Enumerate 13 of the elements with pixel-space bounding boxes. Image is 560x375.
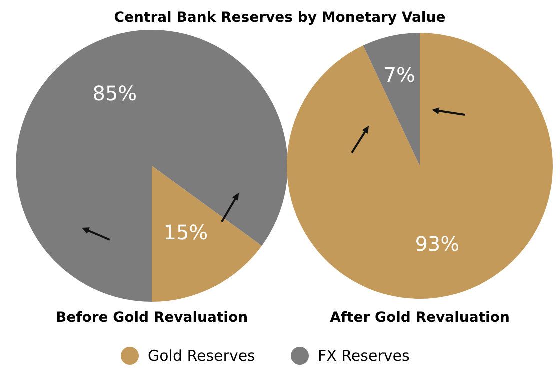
legend-label: Gold Reserves <box>148 347 256 365</box>
pie-slice <box>287 33 553 299</box>
pie-slice <box>363 33 420 166</box>
data-label: 7% <box>384 63 416 88</box>
data-label: 15% <box>164 220 208 245</box>
pie-slice <box>16 30 288 302</box>
text: Before Gold Revaluation <box>56 310 248 326</box>
text: After Gold Revaluation <box>330 310 510 326</box>
chart-title: Central Bank Reserves by Monetary Value <box>114 10 446 26</box>
legend-label: FX Reserves <box>318 347 410 365</box>
pie-slice <box>152 166 262 302</box>
data-label: 85% <box>92 81 138 106</box>
data-label: 93% <box>415 232 460 256</box>
